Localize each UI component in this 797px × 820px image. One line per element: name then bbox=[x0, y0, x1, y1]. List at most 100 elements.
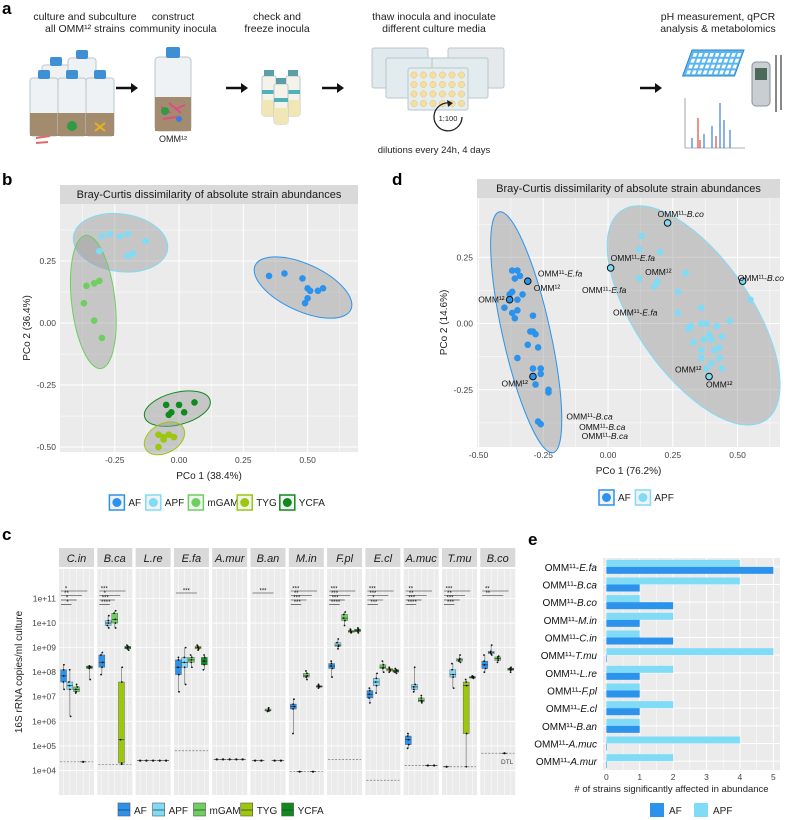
data-point bbox=[497, 661, 499, 663]
bar-apf bbox=[606, 631, 639, 638]
data-point-af bbox=[537, 371, 544, 378]
y-axis-title: 16S rRNA copies/ml culture bbox=[14, 610, 25, 733]
data-point bbox=[268, 707, 270, 709]
x-tick-label: 0.25 bbox=[235, 455, 252, 465]
significance-stars: *** bbox=[183, 589, 191, 595]
data-point bbox=[318, 684, 320, 686]
data-point bbox=[190, 654, 192, 656]
stage2-title-line2: community inocula bbox=[130, 23, 217, 35]
data-point bbox=[76, 684, 78, 686]
data-point bbox=[331, 676, 333, 678]
data-point bbox=[376, 685, 378, 687]
data-point-apf bbox=[698, 304, 705, 311]
significance-stars: ** bbox=[485, 591, 490, 597]
bar-apf bbox=[606, 578, 740, 585]
data-point bbox=[349, 628, 351, 630]
x-tick-label: 5 bbox=[771, 772, 776, 782]
box-iqr bbox=[463, 682, 469, 734]
x-tick-label: 4 bbox=[738, 772, 743, 782]
data-point bbox=[451, 663, 453, 665]
data-point bbox=[89, 665, 91, 667]
point-label: OMM¹¹-B.ca bbox=[582, 431, 629, 441]
data-point-af bbox=[514, 307, 521, 314]
data-point-apf bbox=[747, 296, 754, 303]
point-label: OMM¹¹-B.co bbox=[658, 209, 705, 219]
legend-label: AF bbox=[618, 493, 631, 504]
data-point bbox=[383, 664, 385, 666]
bar-af bbox=[606, 567, 773, 574]
label-prefix: OMM¹¹- bbox=[658, 209, 687, 219]
legend-marker-tyg bbox=[240, 498, 249, 507]
bar-af bbox=[606, 744, 607, 751]
data-point bbox=[368, 693, 370, 695]
data-point-apf bbox=[106, 230, 113, 237]
x-tick-label: 0.25 bbox=[665, 450, 682, 460]
data-point bbox=[471, 675, 473, 677]
data-point bbox=[204, 657, 206, 659]
well-icon bbox=[420, 81, 426, 87]
data-point bbox=[183, 661, 185, 663]
y-axis-title: PCo 2 (36.4%) bbox=[22, 295, 33, 361]
data-point bbox=[203, 654, 205, 656]
label-prefix: OMM¹¹- bbox=[538, 269, 567, 279]
data-point bbox=[382, 660, 384, 662]
facet-title: B.co bbox=[487, 553, 509, 565]
legend-marker-mgam bbox=[191, 498, 200, 507]
significance-stars: **** bbox=[408, 600, 418, 606]
data-point-apf bbox=[124, 230, 131, 237]
data-point bbox=[190, 659, 192, 661]
y-axis-title: PCo 2 (14.6%) bbox=[439, 290, 450, 356]
data-point-apf bbox=[636, 275, 643, 282]
data-point bbox=[407, 735, 409, 737]
data-point bbox=[465, 766, 467, 768]
data-point bbox=[459, 658, 461, 660]
label-prefix: OMM¹¹- bbox=[534, 740, 568, 751]
facet-title: L.re bbox=[144, 553, 163, 565]
x-axis-title: # of strains significantly affected in a… bbox=[574, 784, 768, 795]
data-point bbox=[63, 688, 65, 690]
data-point bbox=[292, 733, 294, 735]
data-point bbox=[337, 648, 339, 650]
legend-label: APF bbox=[713, 806, 732, 817]
panel-label-c: c bbox=[2, 525, 11, 544]
metabolomics-spectrum-icon bbox=[685, 98, 745, 148]
data-point-af bbox=[514, 355, 521, 362]
data-point bbox=[344, 611, 346, 613]
data-point-af bbox=[514, 296, 521, 303]
data-point bbox=[69, 669, 71, 671]
legend-label: AF bbox=[134, 806, 147, 817]
label-strain: B.co bbox=[577, 598, 597, 609]
data-point bbox=[100, 654, 102, 656]
facet-bca: B.ca*********** bbox=[97, 548, 132, 795]
data-point bbox=[69, 685, 71, 687]
data-point bbox=[115, 627, 117, 629]
label-prefix: OMM¹¹- bbox=[582, 431, 611, 441]
facet-fpl: F.pl************* bbox=[327, 548, 362, 795]
y-tick-label: -0.25 bbox=[454, 385, 474, 395]
bar-apf bbox=[606, 754, 673, 761]
label-prefix: OMM¹¹- bbox=[543, 598, 577, 609]
data-point bbox=[292, 708, 294, 710]
data-point bbox=[203, 660, 205, 662]
qpcr-plate-icon bbox=[683, 50, 744, 76]
data-point bbox=[183, 657, 185, 659]
data-point bbox=[368, 697, 370, 699]
point-label: OMM¹¹-E.fa bbox=[582, 285, 627, 295]
legend-label: YCFA bbox=[299, 498, 325, 509]
bar-apf bbox=[606, 684, 639, 691]
data-point bbox=[337, 638, 339, 640]
data-point-tyg bbox=[171, 434, 178, 441]
facet-title: F.pl bbox=[336, 553, 353, 565]
data-point bbox=[451, 669, 453, 671]
label-prefix: OMM¹¹- bbox=[738, 273, 767, 283]
data-point bbox=[382, 666, 384, 668]
data-point bbox=[510, 671, 512, 673]
y-tick-label: 0.25 bbox=[39, 256, 56, 266]
data-point bbox=[396, 673, 398, 675]
facet-title: B.an bbox=[257, 553, 280, 565]
data-point bbox=[343, 617, 345, 619]
data-point bbox=[102, 661, 104, 663]
data-point-apf bbox=[714, 323, 721, 330]
legend-label: TYG bbox=[256, 498, 277, 509]
data-point bbox=[178, 674, 180, 676]
